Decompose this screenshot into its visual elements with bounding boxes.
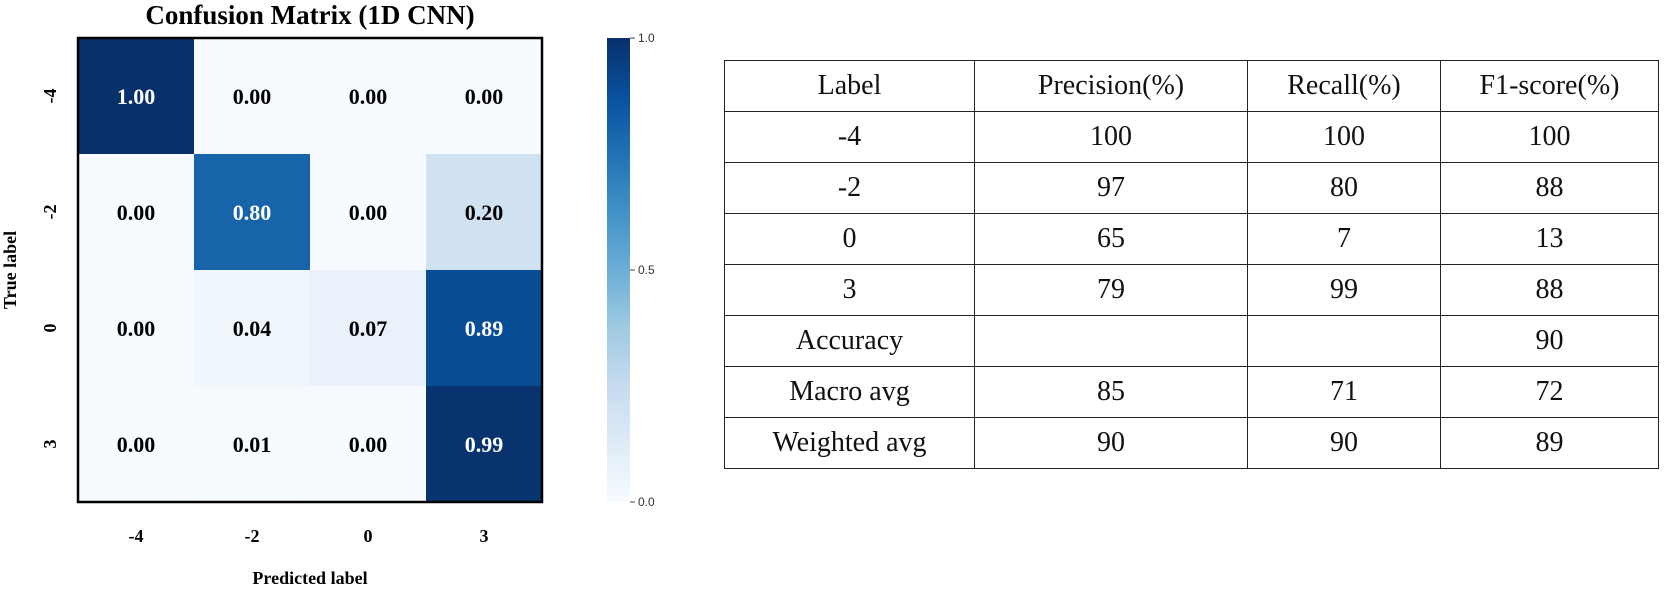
colorbar-tick-label: 1.0	[638, 31, 655, 45]
y-tick-label: 0	[40, 324, 60, 333]
heatmap-cell	[426, 38, 542, 154]
cell-value-label: 0.00	[465, 84, 504, 109]
table-row: 3 79 99 88	[724, 264, 1659, 316]
y-axis-label: True label	[0, 231, 20, 309]
row-label: 0	[724, 213, 975, 265]
cell-value-label: 0.00	[349, 84, 388, 109]
cell-value-label: 0.99	[465, 432, 504, 457]
cell-value-label: 0.00	[233, 84, 272, 109]
cell-value-label: 0.04	[233, 316, 272, 341]
recall-cell	[1247, 315, 1441, 367]
confusion-matrix-chart: Confusion Matrix (1D CNN)1.00 0.00 0.00 0.0…	[0, 0, 655, 588]
f1-cell: 100	[1440, 111, 1659, 163]
colorbar-tick-label: 0.5	[638, 263, 655, 277]
f1-cell: 13	[1440, 213, 1659, 265]
heatmap-cell	[194, 270, 310, 386]
heatmap-cell	[78, 386, 194, 502]
cell-value-label: 0.80	[233, 200, 272, 225]
row-label: 3	[724, 264, 975, 316]
header-precision: Precision(%)	[974, 60, 1248, 112]
row-label: Weighted avg	[724, 417, 975, 469]
heatmap-cell	[194, 386, 310, 502]
row-label: Macro avg	[724, 366, 975, 418]
row-label: -4	[724, 111, 975, 163]
precision-cell: 65	[974, 213, 1248, 265]
f1-cell: 88	[1440, 264, 1659, 316]
heatmap-cell	[426, 270, 542, 386]
cell-value-label: 0.00	[117, 432, 156, 457]
heatmap-cell	[310, 386, 426, 502]
x-tick-label: 3	[480, 526, 489, 546]
cell-value-label: 0.01	[233, 432, 272, 457]
table-row: Weighted avg 90 90 89	[724, 417, 1659, 469]
cell-value-label: 0.00	[117, 200, 156, 225]
f1-cell: 90	[1440, 315, 1659, 367]
recall-cell: 71	[1247, 366, 1441, 418]
precision-cell: 85	[974, 366, 1248, 418]
precision-cell	[974, 315, 1248, 367]
cell-value-label: 0.00	[117, 316, 156, 341]
cell-value-label: 0.89	[465, 316, 504, 341]
x-tick-label: 0	[364, 526, 373, 546]
colorbar	[607, 38, 630, 502]
cell-value-label: 1.00	[117, 84, 156, 109]
x-tick-label: -2	[245, 526, 260, 546]
heatmap-cell	[194, 154, 310, 270]
x-axis-label: Predicted label	[252, 568, 367, 588]
precision-cell: 90	[974, 417, 1248, 469]
heatmap-cell	[78, 154, 194, 270]
recall-cell: 99	[1247, 264, 1441, 316]
y-tick-label: 3	[40, 440, 60, 449]
heatmap-cell	[426, 154, 542, 270]
heatmap-cell	[310, 154, 426, 270]
heatmap-cell	[310, 270, 426, 386]
recall-cell: 7	[1247, 213, 1441, 265]
precision-cell: 79	[974, 264, 1248, 316]
heatmap-cell	[310, 38, 426, 154]
precision-cell: 100	[974, 111, 1248, 163]
chart-title: Confusion Matrix (1D CNN)	[145, 0, 474, 30]
heatmap-cell	[194, 38, 310, 154]
y-tick-label: -4	[40, 89, 60, 104]
table-row: Macro avg 85 71 72	[724, 366, 1659, 418]
f1-cell: 88	[1440, 162, 1659, 214]
recall-cell: 80	[1247, 162, 1441, 214]
heatmap-cell	[426, 386, 542, 502]
matrix-frame	[76, 36, 544, 504]
table-row: -4 100 100 100	[724, 111, 1659, 163]
colorbar-tick-label: 0.0	[638, 495, 655, 509]
recall-cell: 90	[1247, 417, 1441, 469]
f1-cell: 89	[1440, 417, 1659, 469]
x-tick-label: -4	[129, 526, 144, 546]
table-row: -2 97 80 88	[724, 162, 1659, 214]
precision-cell: 97	[974, 162, 1248, 214]
header-f1-score: F1-score(%)	[1440, 60, 1659, 112]
heatmap-cell	[78, 270, 194, 386]
metrics-table: Label Precision(%) Recall(%) F1-score(%)…	[724, 60, 1659, 469]
row-label: -2	[724, 162, 975, 214]
header-label: Label	[724, 60, 975, 112]
heatmap-cell	[78, 38, 194, 154]
header-recall: Recall(%)	[1247, 60, 1441, 112]
y-tick-label: -2	[40, 205, 60, 220]
f1-cell: 72	[1440, 366, 1659, 418]
table-header-row: Label Precision(%) Recall(%) F1-score(%)	[724, 60, 1659, 112]
cell-value-label: 0.00	[349, 200, 388, 225]
cell-value-label: 0.07	[349, 316, 388, 341]
table-row: Accuracy 90	[724, 315, 1659, 367]
row-label: Accuracy	[724, 315, 975, 367]
cell-value-label: 0.20	[465, 200, 504, 225]
table-row: 0 65 7 13	[724, 213, 1659, 265]
recall-cell: 100	[1247, 111, 1441, 163]
cell-value-label: 0.00	[349, 432, 388, 457]
